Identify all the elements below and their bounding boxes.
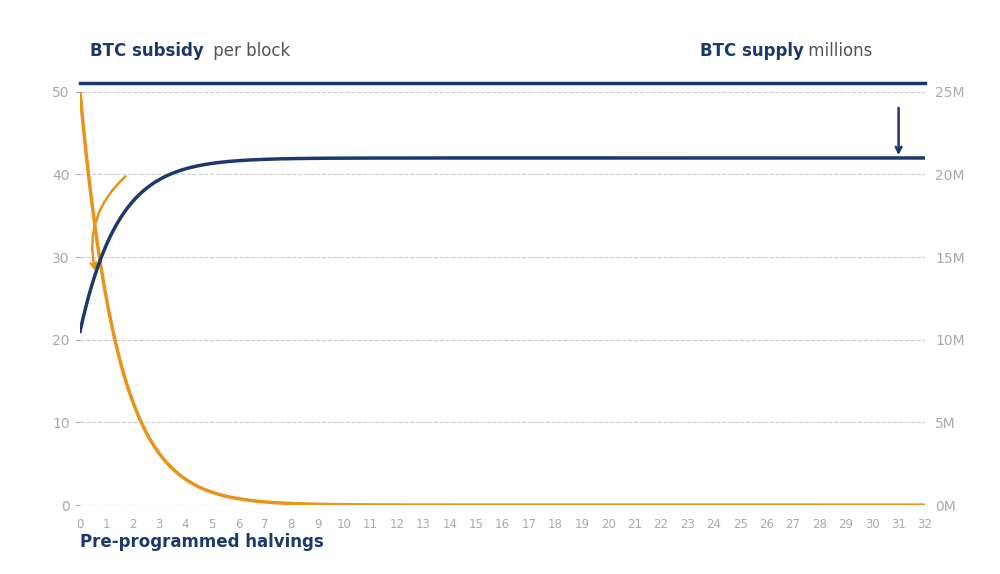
Text: BTC supply: BTC supply xyxy=(700,42,804,60)
Text: millions: millions xyxy=(803,42,872,60)
Text: per block: per block xyxy=(208,42,290,60)
Text: Pre-programmed halvings: Pre-programmed halvings xyxy=(80,533,324,551)
Text: BTC subsidy: BTC subsidy xyxy=(90,42,204,60)
